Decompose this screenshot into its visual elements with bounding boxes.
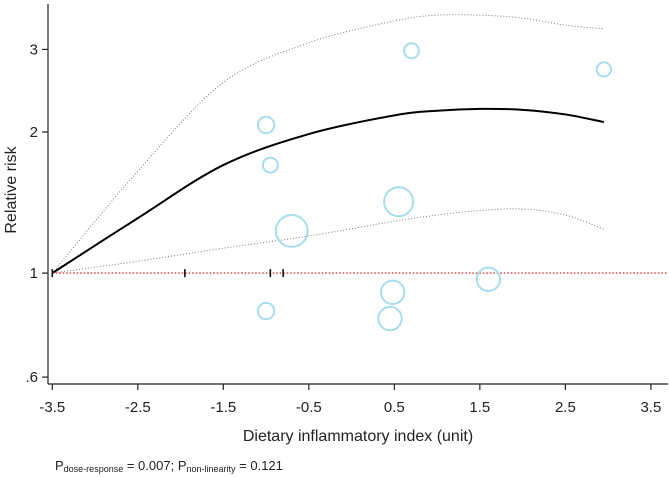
study-point bbox=[274, 214, 309, 248]
upper-ci-line bbox=[51, 14, 604, 274]
x-tick-label: -2.5 bbox=[125, 399, 151, 416]
rr-estimate-line bbox=[51, 107, 605, 274]
study-point bbox=[377, 305, 403, 332]
study-point bbox=[256, 301, 276, 321]
x-axis-ticks: -3.5 -2.5 -1.5 -0.5 0.5 1.5 2.5 3.5 bbox=[39, 384, 661, 416]
dose-response-subscript: dose-response bbox=[63, 464, 124, 474]
study-point bbox=[383, 186, 415, 218]
study-point bbox=[475, 266, 502, 292]
y-tick-label: .6 bbox=[25, 369, 38, 386]
x-tick-label: -3.5 bbox=[39, 399, 65, 416]
y-tick-label: 2 bbox=[30, 124, 38, 141]
y-axis-ticks: .6 1 2 3 bbox=[25, 41, 48, 386]
x-tick-label: 3.5 bbox=[640, 399, 661, 416]
x-axis-label: Dietary inflammatory index (unit) bbox=[243, 428, 473, 445]
non-linearity-p-value: = 0.121 bbox=[239, 458, 283, 473]
reference-ticks-group bbox=[51, 269, 284, 278]
dose-response-p-value: = 0.007; bbox=[126, 458, 175, 473]
x-tick-label: 0.5 bbox=[384, 399, 405, 416]
y-tick-label: 1 bbox=[30, 265, 38, 282]
study-point bbox=[402, 42, 420, 60]
non-linearity-subscript: non-linearity bbox=[186, 464, 236, 474]
x-tick-label: 2.5 bbox=[555, 399, 576, 416]
series-group bbox=[51, 14, 668, 274]
y-tick-label: 3 bbox=[30, 41, 38, 58]
x-tick-label: -0.5 bbox=[296, 399, 322, 416]
study-point bbox=[595, 61, 613, 78]
lower-ci-line bbox=[52, 208, 605, 274]
y-axis-label: Relative risk bbox=[3, 145, 20, 233]
x-tick-label: 1.5 bbox=[469, 399, 490, 416]
p-value-footnote: Pdose-response = 0.007; Pnon-linearity =… bbox=[55, 458, 283, 474]
study-point bbox=[256, 115, 276, 135]
study-point bbox=[379, 279, 406, 305]
study-points-group bbox=[256, 42, 613, 332]
study-point bbox=[261, 156, 279, 174]
x-tick-label: -1.5 bbox=[210, 399, 236, 416]
